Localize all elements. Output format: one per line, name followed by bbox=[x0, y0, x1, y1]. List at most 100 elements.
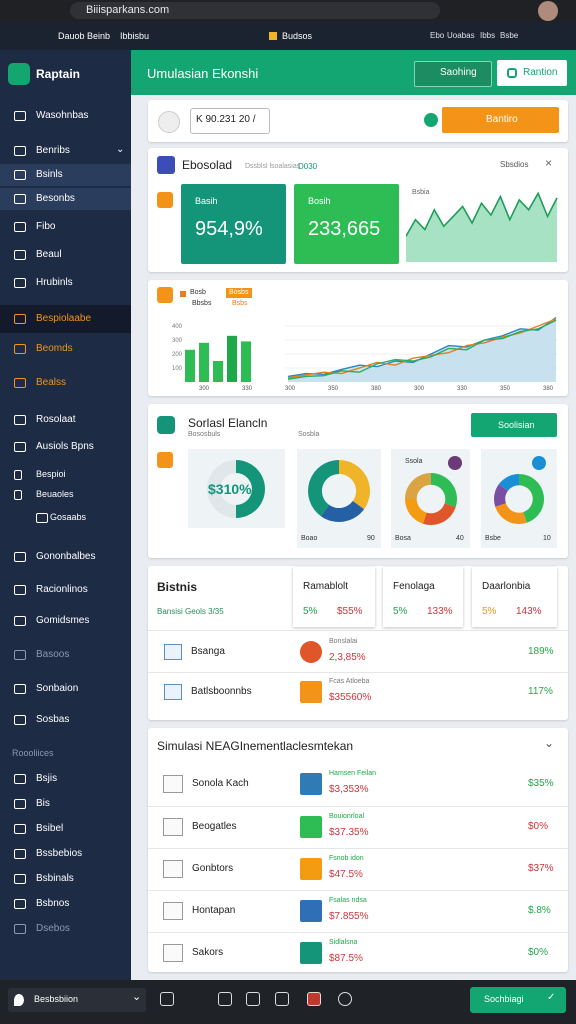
row-tag: Sidlalsna bbox=[329, 939, 358, 946]
nav-item[interactable]: Wasohnbas bbox=[36, 110, 89, 121]
bar bbox=[241, 341, 251, 382]
topbar-item[interactable]: Uoabas bbox=[447, 31, 475, 40]
sim-card bbox=[148, 728, 568, 972]
button-check: ✓ bbox=[547, 992, 556, 1003]
row-tag: Fsnob idon bbox=[329, 855, 364, 862]
nav-item[interactable]: Besonbs bbox=[36, 193, 75, 204]
toolbar-icon[interactable] bbox=[338, 992, 352, 1006]
nav-icon bbox=[14, 616, 26, 626]
toolbar-icon[interactable] bbox=[275, 992, 289, 1006]
card-subtitle: Sosbla bbox=[298, 431, 320, 438]
primary-button[interactable] bbox=[470, 987, 566, 1013]
nav-item[interactable]: Benribs bbox=[36, 145, 70, 156]
donut-segment bbox=[236, 460, 265, 518]
bar bbox=[213, 361, 223, 382]
nav-item[interactable]: Bssbebios bbox=[36, 848, 83, 859]
nav-item[interactable]: Beuaoles bbox=[36, 489, 74, 499]
row-label: Bsanga bbox=[191, 646, 225, 657]
row-change: $35% bbox=[528, 778, 554, 789]
nav-item[interactable]: Bsbnos bbox=[36, 898, 70, 909]
nav-item[interactable]: Dsebos bbox=[36, 923, 70, 934]
nav-item[interactable]: Fibo bbox=[36, 221, 56, 232]
topbar-item[interactable]: Ebo bbox=[430, 31, 445, 40]
row-change: $0% bbox=[528, 821, 549, 832]
x-tick-label: 350 bbox=[328, 386, 339, 392]
select[interactable] bbox=[8, 988, 146, 1012]
badge bbox=[532, 456, 546, 470]
nav-item[interactable]: Ausiols Bpns bbox=[36, 441, 94, 452]
nav-item[interactable]: Bespiolaabe bbox=[36, 313, 92, 324]
card-title: Ebosolad bbox=[182, 158, 233, 172]
donut-segment bbox=[494, 484, 508, 507]
row-icon bbox=[163, 818, 183, 836]
search-button[interactable] bbox=[442, 107, 559, 133]
header-btn[interactable] bbox=[414, 61, 492, 87]
nav-icon bbox=[14, 585, 26, 595]
bar bbox=[185, 349, 195, 382]
topbar-item[interactable]: Ibbs bbox=[480, 31, 496, 40]
nav-item[interactable]: Racionlinos bbox=[36, 584, 88, 595]
nav-item[interactable]: Bealss bbox=[36, 377, 67, 388]
row-amount: $47.5% bbox=[329, 869, 363, 880]
chart: 100 200 300 400 300 330 300 350 380 300 330 350 380 bbox=[172, 317, 558, 392]
tab-icon bbox=[269, 32, 277, 40]
nav-item[interactable]: Rosolaat bbox=[36, 414, 76, 425]
nav-icon bbox=[14, 146, 26, 156]
y-tick-label: 400 bbox=[172, 324, 183, 330]
nav-item[interactable]: Bis bbox=[36, 798, 50, 809]
nav-item[interactable]: Gosaabs bbox=[50, 512, 87, 522]
row-amount: 2,3,85% bbox=[329, 652, 366, 663]
search-input[interactable] bbox=[190, 108, 270, 134]
donut-segment bbox=[495, 503, 527, 524]
nav-icon bbox=[14, 222, 26, 232]
search-avatar bbox=[158, 111, 180, 133]
topbar-item[interactable]: Bsbe bbox=[500, 31, 519, 40]
nav-icon bbox=[14, 924, 26, 934]
row-change: $0% bbox=[528, 947, 549, 958]
header-btn-label: Rantion bbox=[523, 67, 558, 78]
nav-item[interactable]: Hrubinls bbox=[36, 277, 73, 288]
nav-item[interactable]: Roooliices bbox=[12, 748, 54, 758]
toolbar-icon[interactable] bbox=[218, 992, 232, 1006]
nav-item[interactable]: Sosbas bbox=[36, 714, 70, 725]
nav-item[interactable]: Bsjis bbox=[36, 773, 58, 784]
donut-segment bbox=[519, 474, 544, 523]
x-tick-label: 300 bbox=[285, 386, 296, 392]
nav-item[interactable]: Bsinls bbox=[36, 169, 63, 180]
topbar-center[interactable]: Budsos bbox=[282, 31, 313, 41]
toolbar-icon[interactable] bbox=[307, 992, 321, 1006]
nav-item[interactable]: Gomidsmes bbox=[36, 615, 90, 626]
url: Biiisparkans.com bbox=[86, 4, 170, 16]
nav-item[interactable]: Bespioi bbox=[36, 469, 66, 479]
stat-label: Bosih bbox=[308, 196, 331, 206]
nav-item[interactable]: Bsibel bbox=[36, 823, 64, 834]
topbar-tab[interactable]: Ibbisbu bbox=[120, 31, 150, 41]
row-label: Beogatles bbox=[192, 821, 237, 832]
stat-title: Fenolaga bbox=[393, 581, 435, 592]
topbar-left[interactable]: Dauob Beinb bbox=[58, 31, 111, 41]
primary-button[interactable] bbox=[471, 413, 557, 437]
nav-item[interactable]: Beomds bbox=[36, 343, 73, 354]
card-subtitle: Bososbuls bbox=[188, 431, 221, 438]
nav-icon bbox=[14, 250, 26, 260]
x-tick-label: 380 bbox=[543, 386, 554, 392]
nav-highlight bbox=[0, 164, 131, 186]
card-icon bbox=[157, 452, 173, 468]
nav-icon bbox=[14, 650, 26, 660]
card-title: Simulasi NEAGInementlaclesmtekan bbox=[157, 739, 354, 753]
card-action[interactable]: Sbsdios bbox=[500, 160, 529, 169]
divider bbox=[148, 848, 568, 849]
nav-item[interactable]: Bsbinals bbox=[36, 873, 74, 884]
toolbar-icon[interactable] bbox=[160, 992, 174, 1006]
toolbar-icon[interactable] bbox=[246, 992, 260, 1006]
nav-item[interactable]: Gononbalbes bbox=[36, 551, 96, 562]
stat-a: 5% bbox=[303, 606, 318, 617]
chart bbox=[308, 460, 370, 522]
nav-item[interactable]: Sonbaion bbox=[36, 683, 79, 694]
nav-item[interactable]: Basoos bbox=[36, 649, 70, 660]
nav-item[interactable]: Beaul bbox=[36, 249, 62, 260]
stat-title: Daarlonbia bbox=[482, 581, 531, 592]
row-icon bbox=[163, 944, 183, 962]
stat-tile bbox=[294, 184, 399, 264]
